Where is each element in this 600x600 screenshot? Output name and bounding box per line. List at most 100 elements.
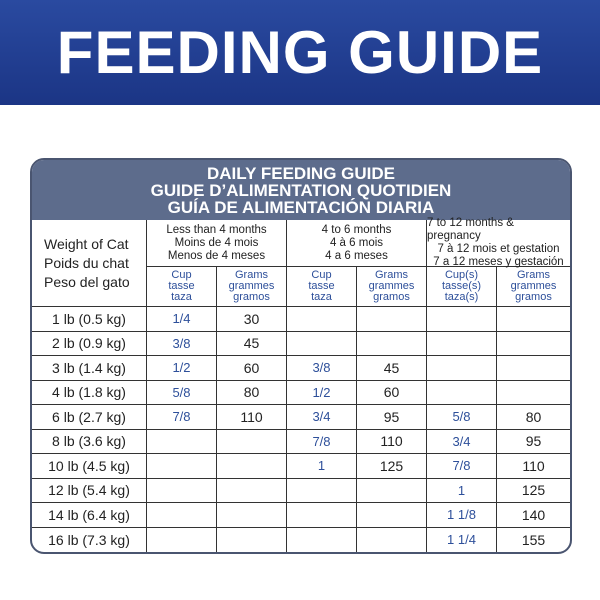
header-line: taza: [171, 291, 192, 303]
cup-amount: 5/8: [172, 384, 191, 400]
value-cell: [147, 429, 217, 454]
value-cell: [427, 307, 497, 332]
value-cell: [147, 478, 217, 503]
value-cell: [427, 356, 497, 381]
weight-label: 8 lb (3.6 kg): [52, 433, 126, 450]
header-line: Weight of Cat: [44, 235, 129, 252]
value-cell: 1/4: [147, 307, 217, 332]
title-line: GUÍA DE ALIMENTACIÓN DIARIA: [167, 197, 435, 217]
weight-label: 12 lb (5.4 kg): [48, 482, 130, 499]
header-line: 4 a 6 meses: [325, 249, 388, 262]
value-cell: 1 1/4: [427, 527, 497, 552]
value-cell: 110: [497, 454, 570, 479]
cup-amount: 3/8: [312, 360, 331, 376]
cup-amount: 7/8: [452, 458, 471, 474]
header-line: taza(s): [444, 291, 479, 303]
value-cell: [357, 331, 427, 356]
value-cell: [427, 331, 497, 356]
value-cell: [217, 429, 287, 454]
value-cell: 3/8: [287, 356, 357, 381]
header-line: taza: [311, 291, 332, 303]
header-line: 4 à 6 mois: [329, 236, 384, 249]
header-line: Grams: [375, 269, 408, 281]
value-cell: 1/2: [287, 380, 357, 405]
value-cell: [497, 307, 570, 332]
gram-amount: 110: [240, 408, 263, 425]
cup-amount: 3/4: [452, 433, 471, 449]
gram-amount: 80: [243, 384, 260, 401]
table-title: DAILY FEEDING GUIDE GUIDE D’ALIMENTATION …: [32, 160, 570, 220]
gram-amount: 95: [525, 433, 542, 450]
weight-cell: 1 lb (0.5 kg): [32, 307, 147, 332]
weight-cell: 4 lb (1.8 kg): [32, 380, 147, 405]
value-cell: [497, 381, 570, 405]
weight-cell: 14 lb (6.4 kg): [32, 503, 147, 528]
value-cell: [217, 527, 287, 552]
weight-cell: 2 lb (0.9 kg): [32, 331, 147, 356]
header-line: grammes: [368, 280, 415, 292]
value-cell: [497, 332, 570, 356]
value-cell: [147, 454, 217, 479]
weight-label: 6 lb (2.7 kg): [52, 408, 126, 425]
header-line: Cup: [311, 269, 332, 281]
weight-label: 14 lb (6.4 kg): [48, 506, 130, 523]
cup-amount: 1 1/8: [447, 507, 476, 523]
gram-amount: 140: [521, 506, 546, 523]
value-cell: 110: [357, 429, 427, 454]
gram-amount: 125: [379, 457, 404, 474]
sub-header: Grams grammes gramos: [357, 267, 427, 307]
gram-amount: 30: [243, 310, 260, 327]
cup-amount: 1 1/4: [447, 532, 476, 548]
value-cell: 110: [217, 405, 287, 430]
title-line: DAILY FEEDING GUIDE: [207, 163, 395, 183]
value-cell: [287, 331, 357, 356]
cup-amount: 1/4: [172, 311, 191, 327]
sub-header: Cup tasse taza: [147, 267, 217, 307]
value-cell: 95: [357, 405, 427, 430]
cup-amount: 1: [317, 458, 326, 474]
header-line: tasse(s): [441, 280, 482, 292]
cup-amount: 5/8: [452, 409, 471, 425]
weight-cell: 12 lb (5.4 kg): [32, 478, 147, 503]
header-line: tasse: [308, 280, 335, 292]
value-cell: [287, 478, 357, 503]
value-cell: 80: [497, 405, 570, 430]
value-cell: 7/8: [147, 405, 217, 430]
header-line: Poids du chat: [44, 254, 129, 271]
value-cell: [217, 503, 287, 528]
sub-header: Grams grammes gramos: [497, 267, 570, 307]
header-line: 7 à 12 mois et gestation: [437, 243, 560, 255]
banner: FEEDING GUIDE: [0, 0, 600, 105]
value-cell: 80: [217, 380, 287, 405]
value-cell: [427, 380, 497, 405]
cup-amount: 1: [457, 482, 466, 498]
header-line: Menos de 4 meses: [167, 249, 266, 262]
value-cell: 140: [497, 503, 570, 528]
value-cell: 125: [497, 479, 570, 503]
header-line: 7 to 12 months & pregnancy: [427, 217, 514, 242]
header-line: Grams: [235, 269, 268, 281]
value-cell: 60: [357, 380, 427, 405]
value-cell: 30: [217, 307, 287, 332]
value-cell: [147, 503, 217, 528]
header-line: Cup: [171, 269, 192, 281]
value-cell: [287, 527, 357, 552]
value-cell: 1: [287, 454, 357, 479]
value-cell: [217, 478, 287, 503]
weight-label: 2 lb (0.9 kg): [52, 335, 126, 352]
sub-header: Cup(s) tasse(s) taza(s): [427, 267, 497, 307]
value-cell: [217, 454, 287, 479]
value-cell: [287, 503, 357, 528]
value-cell: 1 1/8: [427, 503, 497, 528]
gram-amount: 45: [383, 359, 400, 376]
weight-cell: 10 lb (4.5 kg): [32, 454, 147, 479]
cup-amount: 3/8: [172, 335, 191, 351]
title-line: GUIDE D’ALIMENTATION QUOTIDIEN: [150, 180, 452, 200]
value-cell: 45: [217, 331, 287, 356]
header-line: Moins de 4 mois: [174, 236, 259, 249]
value-cell: [357, 527, 427, 552]
cup-amount: 7/8: [172, 409, 191, 425]
weight-cell: 3 lb (1.4 kg): [32, 356, 147, 381]
weight-label: 3 lb (1.4 kg): [52, 359, 126, 376]
header-line: 4 to 6 months: [321, 223, 392, 236]
